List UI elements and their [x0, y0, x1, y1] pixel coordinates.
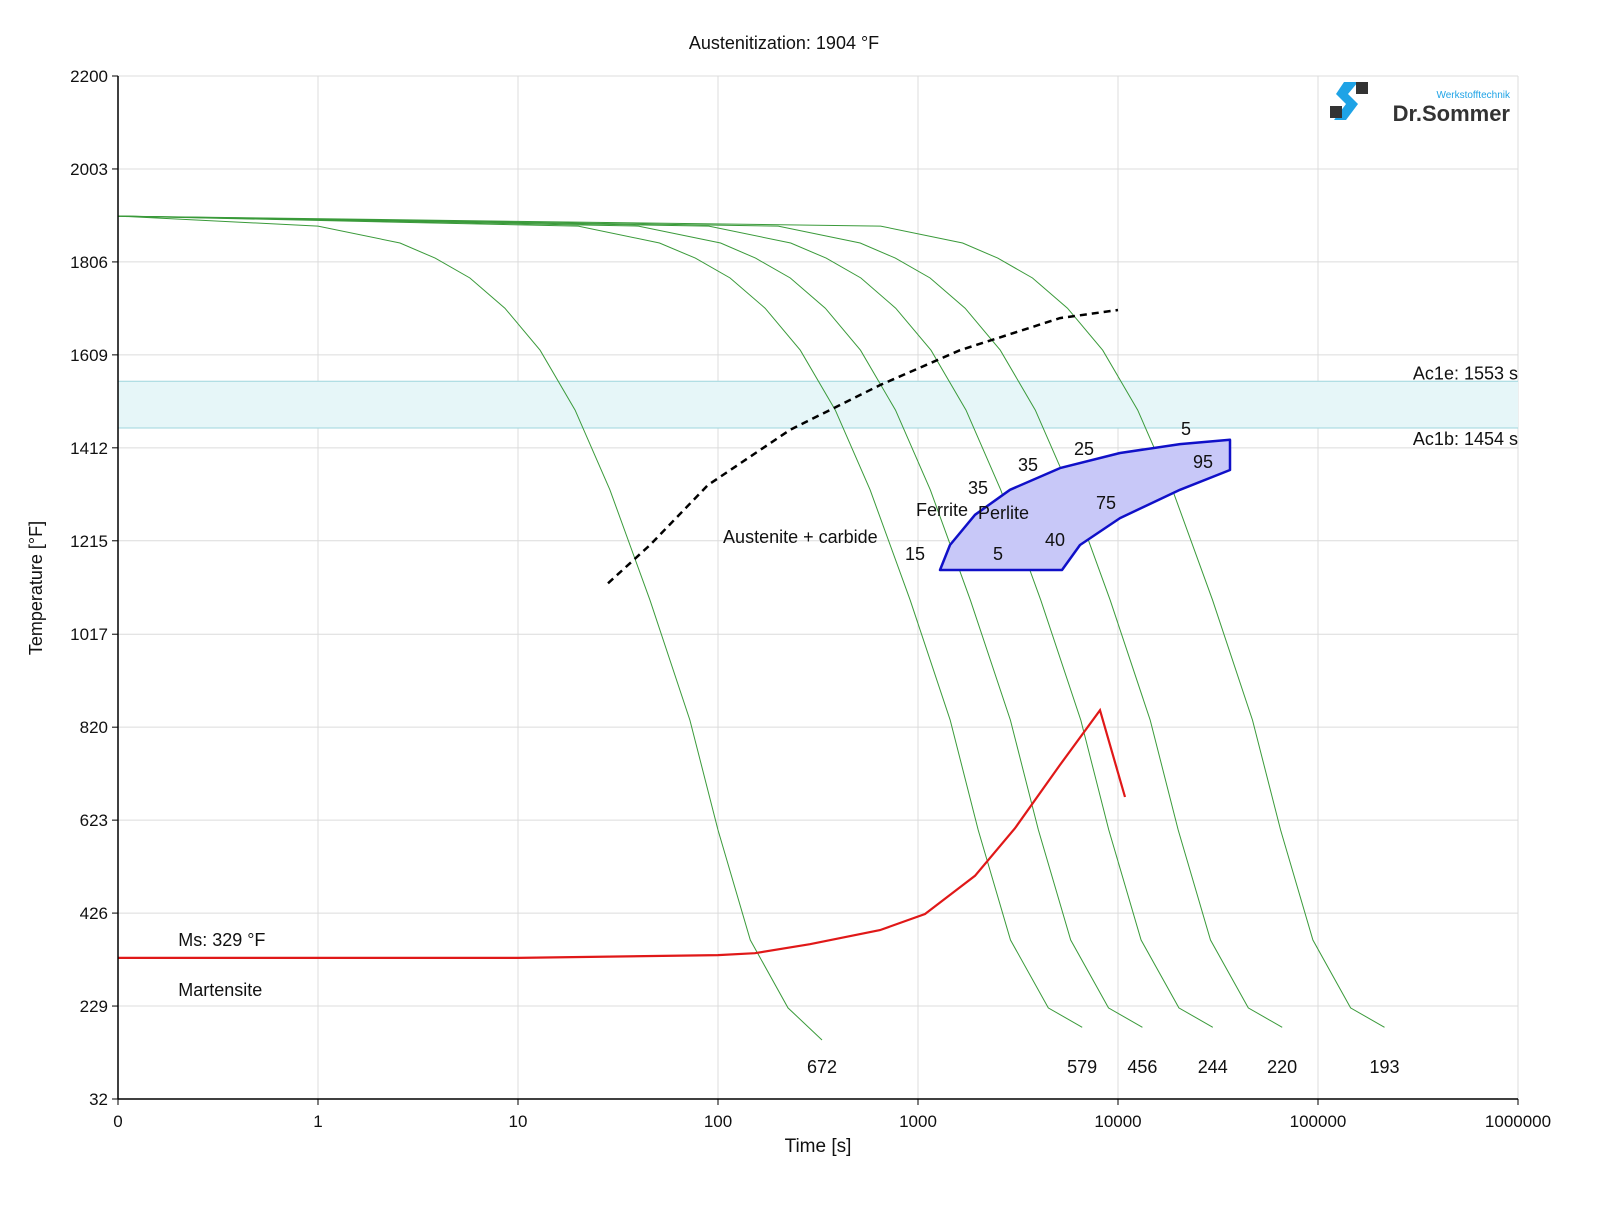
ac1-band-fill — [118, 381, 1518, 429]
annotation-label: 5 — [1181, 419, 1191, 439]
hardness-label: 244 — [1198, 1057, 1228, 1077]
annotation-label: 75 — [1096, 493, 1116, 513]
annotation-label: Ferrite — [916, 500, 968, 520]
y-tick-label: 820 — [80, 718, 108, 737]
y-tick-label: 1412 — [70, 439, 108, 458]
y-axis-label: Temperature [°F] — [26, 521, 46, 655]
carbide-boundary-line — [607, 308, 1119, 585]
annotation-label: Perlite — [978, 503, 1029, 523]
axes: 0 1 10 100 1000 10000 100000 1000000 2200 2003 180… — [70, 67, 1551, 1131]
y-tick-label: 229 — [80, 997, 108, 1016]
annotation-label: 5 — [993, 544, 1003, 564]
annotation-label: 35 — [968, 478, 988, 498]
hardness-label: 220 — [1267, 1057, 1297, 1077]
cooling-curve — [117, 215, 1385, 1028]
annotation-label: 25 — [1074, 439, 1094, 459]
x-tick-label: 10000 — [1094, 1112, 1141, 1131]
annotation-label: 40 — [1045, 530, 1065, 550]
annotation-label: 95 — [1193, 452, 1213, 472]
y-tick-label: 1609 — [70, 346, 108, 365]
cooling-curves — [117, 215, 1385, 1041]
annotation-label: 15 — [905, 544, 925, 564]
annotation-label: Austenite + carbide — [723, 527, 878, 547]
x-tick-label: 100000 — [1290, 1112, 1347, 1131]
y-tick-label: 1215 — [70, 532, 108, 551]
cooling-curve — [117, 215, 1143, 1028]
logo-tagline: Werkstofftechnik — [1436, 90, 1511, 101]
x-tick-label: 10 — [509, 1112, 528, 1131]
y-tick-label: 2200 — [70, 67, 108, 86]
annotations: Ac1e: 1553 s Ac1b: 1454 s 672 579 456 244 220 1… — [178, 363, 1518, 1077]
ms-line — [118, 707, 1127, 960]
ac1b-label: Ac1b: 1454 s — [1413, 429, 1518, 449]
y-tick-label: 32 — [89, 1090, 108, 1109]
ms-label: Ms: 329 °F — [178, 930, 265, 950]
cooling-curve — [117, 215, 1283, 1028]
cooling-curve — [117, 215, 823, 1041]
ac1e-label: Ac1e: 1553 s — [1413, 363, 1518, 383]
y-tick-label: 1017 — [70, 625, 108, 644]
x-tick-label: 1000 — [899, 1112, 937, 1131]
grid — [117, 75, 1519, 1100]
x-tick-label: 100 — [704, 1112, 732, 1131]
y-tick-label: 426 — [80, 904, 108, 923]
hardness-label: 579 — [1067, 1057, 1097, 1077]
hardness-label: 193 — [1370, 1057, 1400, 1077]
x-tick-label: 0 — [113, 1112, 122, 1131]
cooling-curve — [117, 215, 1083, 1028]
y-tick-label: 1806 — [70, 253, 108, 272]
ferrite-perlite-area — [938, 438, 1232, 572]
dr-sommer-logo: Werkstofftechnik Dr.Sommer — [1330, 82, 1511, 126]
y-tick-label: 623 — [80, 811, 108, 830]
x-axis-label: Time [s] — [785, 1136, 852, 1157]
logo-s-mark-icon — [1334, 82, 1358, 120]
transformation-lines — [118, 308, 1127, 960]
hardness-label: 456 — [1127, 1057, 1157, 1077]
annotation-label: Martensite — [178, 980, 262, 1000]
logo-brand: Dr.Sommer — [1393, 101, 1511, 126]
annotation-label: 35 — [1018, 455, 1038, 475]
logo-square-icon — [1330, 106, 1342, 118]
chart-title: Austenitization: 1904 °F — [689, 33, 879, 53]
logo-square-icon — [1356, 82, 1368, 94]
hardness-label: 672 — [807, 1057, 837, 1077]
x-tick-label: 1 — [313, 1112, 322, 1131]
x-tick-label: 1000000 — [1485, 1112, 1551, 1131]
cooling-curve — [117, 215, 1214, 1028]
ferrite-perlite-region — [938, 438, 1232, 572]
y-tick-label: 2003 — [70, 160, 108, 179]
ac1-band — [118, 380, 1518, 429]
